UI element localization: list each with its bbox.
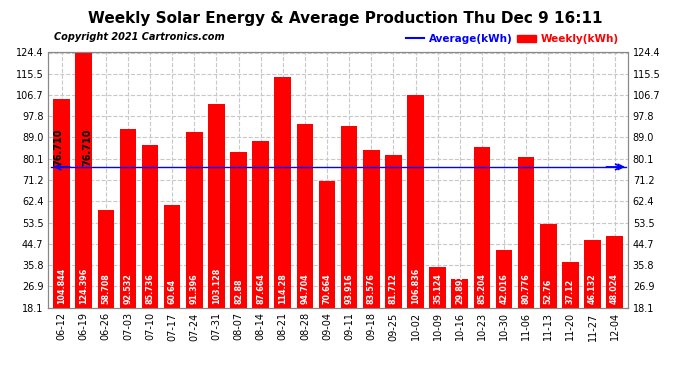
Bar [141,145,159,308]
Bar [451,279,468,308]
Text: 103.128: 103.128 [212,267,221,304]
Bar [429,267,446,308]
Text: 80.776: 80.776 [522,273,531,304]
Text: 37.12: 37.12 [566,279,575,304]
Bar [385,155,402,308]
Text: 91.396: 91.396 [190,273,199,304]
Text: 104.844: 104.844 [57,268,66,304]
Text: 93.916: 93.916 [345,273,354,304]
Bar [186,132,203,308]
Bar [518,157,535,308]
Bar [53,99,70,308]
Text: 60.64: 60.64 [168,279,177,304]
Bar [341,126,357,308]
Bar [75,53,92,308]
Bar [164,206,181,308]
Text: 42.016: 42.016 [500,273,509,304]
Text: 85.204: 85.204 [477,273,486,304]
Legend: Average(kWh), Weekly(kWh): Average(kWh), Weekly(kWh) [402,30,622,48]
Bar [319,182,335,308]
Bar [495,250,512,307]
Bar [562,262,579,308]
Text: 114.28: 114.28 [278,273,287,304]
Bar [584,240,601,308]
Bar [97,210,114,308]
Text: 46.132: 46.132 [588,273,597,304]
Bar [540,224,557,308]
Bar [473,147,490,308]
Text: 76.710: 76.710 [53,128,63,166]
Text: 48.024: 48.024 [610,273,619,304]
Text: 85.736: 85.736 [146,273,155,304]
Bar [208,104,225,308]
Text: 92.532: 92.532 [124,273,132,304]
Text: 35.124: 35.124 [433,273,442,304]
Bar [230,152,247,308]
Bar [275,77,291,308]
Text: Weekly Solar Energy & Average Production Thu Dec 9 16:11: Weekly Solar Energy & Average Production… [88,11,602,26]
Text: 29.892: 29.892 [455,273,464,304]
Bar [607,236,623,308]
Text: 94.704: 94.704 [300,273,309,304]
Text: 82.88: 82.88 [234,278,243,304]
Text: 106.836: 106.836 [411,268,420,304]
Bar [363,150,380,308]
Text: 83.576: 83.576 [367,273,376,304]
Text: 124.396: 124.396 [79,268,88,304]
Bar [253,141,269,308]
Text: 58.708: 58.708 [101,273,110,304]
Bar [407,94,424,308]
Text: 81.712: 81.712 [389,273,398,304]
Text: 76.710: 76.710 [82,128,92,166]
Text: 70.664: 70.664 [322,273,331,304]
Text: Copyright 2021 Cartronics.com: Copyright 2021 Cartronics.com [54,32,225,42]
Text: 87.664: 87.664 [256,273,265,304]
Text: 52.76: 52.76 [544,279,553,304]
Bar [119,129,136,308]
Bar [297,124,313,308]
